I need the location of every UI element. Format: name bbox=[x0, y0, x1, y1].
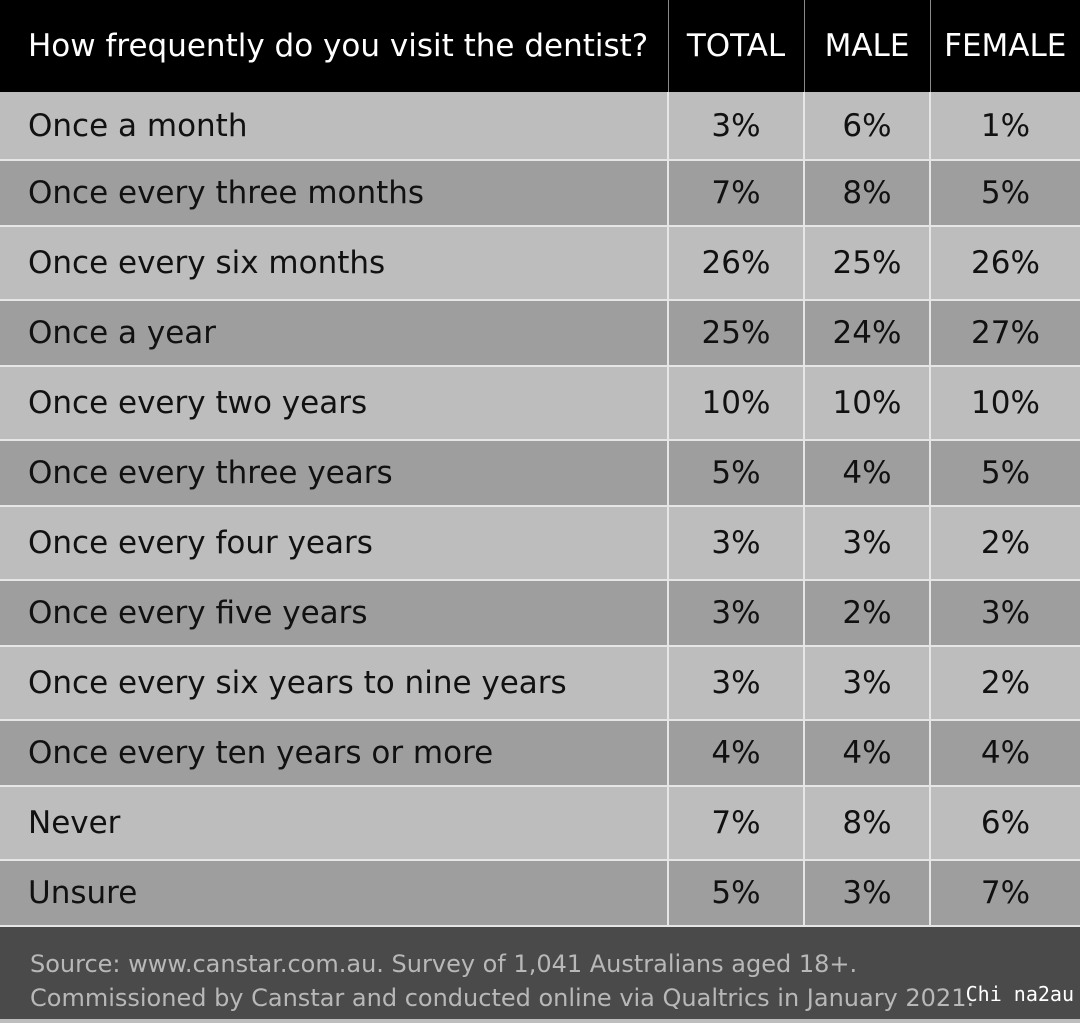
watermark: Chi na2au bbox=[965, 982, 1074, 1006]
column-header-female: FEMALE bbox=[929, 0, 1080, 92]
row-label: Once a month bbox=[0, 92, 668, 161]
table-row: Once a year 25% 24% 27% bbox=[0, 300, 1080, 367]
table-row: Once every six months 26% 25% 26% bbox=[0, 226, 1080, 301]
cell-male: 3% bbox=[803, 860, 930, 927]
cell-total: 5% bbox=[667, 860, 804, 927]
cell-total: 3% bbox=[667, 92, 804, 161]
cell-female: 3% bbox=[929, 580, 1080, 647]
row-label: Once every ten years or more bbox=[0, 720, 668, 787]
cell-female: 26% bbox=[929, 226, 1080, 301]
survey-table: How frequently do you visit the dentist?… bbox=[0, 0, 1080, 927]
cell-female: 4% bbox=[929, 720, 1080, 787]
source-line-2: Commissioned by Canstar and conducted on… bbox=[30, 984, 975, 1012]
table-row: Once a month 3% 6% 1% bbox=[0, 92, 1080, 161]
row-label: Once every two years bbox=[0, 366, 668, 441]
cell-male: 3% bbox=[803, 506, 930, 581]
cell-male: 4% bbox=[803, 720, 930, 787]
cell-female: 2% bbox=[929, 646, 1080, 721]
cell-total: 3% bbox=[667, 580, 804, 647]
cell-male: 25% bbox=[803, 226, 930, 301]
row-label: Once every three months bbox=[0, 160, 668, 227]
row-label: Once every five years bbox=[0, 580, 668, 647]
cell-female: 5% bbox=[929, 160, 1080, 227]
cell-total: 25% bbox=[667, 300, 804, 367]
cell-total: 3% bbox=[667, 646, 804, 721]
cell-total: 5% bbox=[667, 440, 804, 507]
table-row: Once every five years 3% 2% 3% bbox=[0, 580, 1080, 647]
table-row: Once every three years 5% 4% 5% bbox=[0, 440, 1080, 507]
row-label: Never bbox=[0, 786, 668, 861]
column-header-total: TOTAL bbox=[667, 0, 804, 92]
cell-total: 26% bbox=[667, 226, 804, 301]
cell-female: 10% bbox=[929, 366, 1080, 441]
cell-male: 24% bbox=[803, 300, 930, 367]
table-row: Once every two years 10% 10% 10% bbox=[0, 366, 1080, 441]
row-label: Once every four years bbox=[0, 506, 668, 581]
cell-total: 4% bbox=[667, 720, 804, 787]
table-row: Once every three months 7% 8% 5% bbox=[0, 160, 1080, 227]
cell-female: 1% bbox=[929, 92, 1080, 161]
cell-female: 7% bbox=[929, 860, 1080, 927]
cell-male: 3% bbox=[803, 646, 930, 721]
table-body: Once a month 3% 6% 1% Once every three month… bbox=[0, 92, 1080, 927]
table-row: Unsure 5% 3% 7% bbox=[0, 860, 1080, 927]
row-label: Unsure bbox=[0, 860, 668, 927]
cell-male: 8% bbox=[803, 786, 930, 861]
cell-male: 6% bbox=[803, 92, 930, 161]
cell-female: 6% bbox=[929, 786, 1080, 861]
cell-male: 10% bbox=[803, 366, 930, 441]
cell-total: 3% bbox=[667, 506, 804, 581]
cell-male: 8% bbox=[803, 160, 930, 227]
cell-female: 2% bbox=[929, 506, 1080, 581]
source-footer: Source: www.canstar.com.au. Survey of 1,… bbox=[0, 927, 1080, 1019]
cell-total: 7% bbox=[667, 160, 804, 227]
cell-total: 7% bbox=[667, 786, 804, 861]
table-row: Once every four years 3% 3% 2% bbox=[0, 506, 1080, 581]
cell-female: 5% bbox=[929, 440, 1080, 507]
table-row: Once every six years to nine years 3% 3% 2% bbox=[0, 646, 1080, 721]
row-label: Once every six years to nine years bbox=[0, 646, 668, 721]
row-label: Once every six months bbox=[0, 226, 668, 301]
row-label: Once every three years bbox=[0, 440, 668, 507]
source-line-1: Source: www.canstar.com.au. Survey of 1,… bbox=[30, 950, 858, 978]
table-title: How frequently do you visit the dentist? bbox=[0, 0, 668, 92]
cell-female: 27% bbox=[929, 300, 1080, 367]
cell-male: 2% bbox=[803, 580, 930, 647]
header-row: How frequently do you visit the dentist?… bbox=[0, 0, 1080, 92]
cell-male: 4% bbox=[803, 440, 930, 507]
table-row: Once every ten years or more 4% 4% 4% bbox=[0, 720, 1080, 787]
row-label: Once a year bbox=[0, 300, 668, 367]
table-row: Never 7% 8% 6% bbox=[0, 786, 1080, 861]
column-header-male: MALE bbox=[803, 0, 930, 92]
cell-total: 10% bbox=[667, 366, 804, 441]
